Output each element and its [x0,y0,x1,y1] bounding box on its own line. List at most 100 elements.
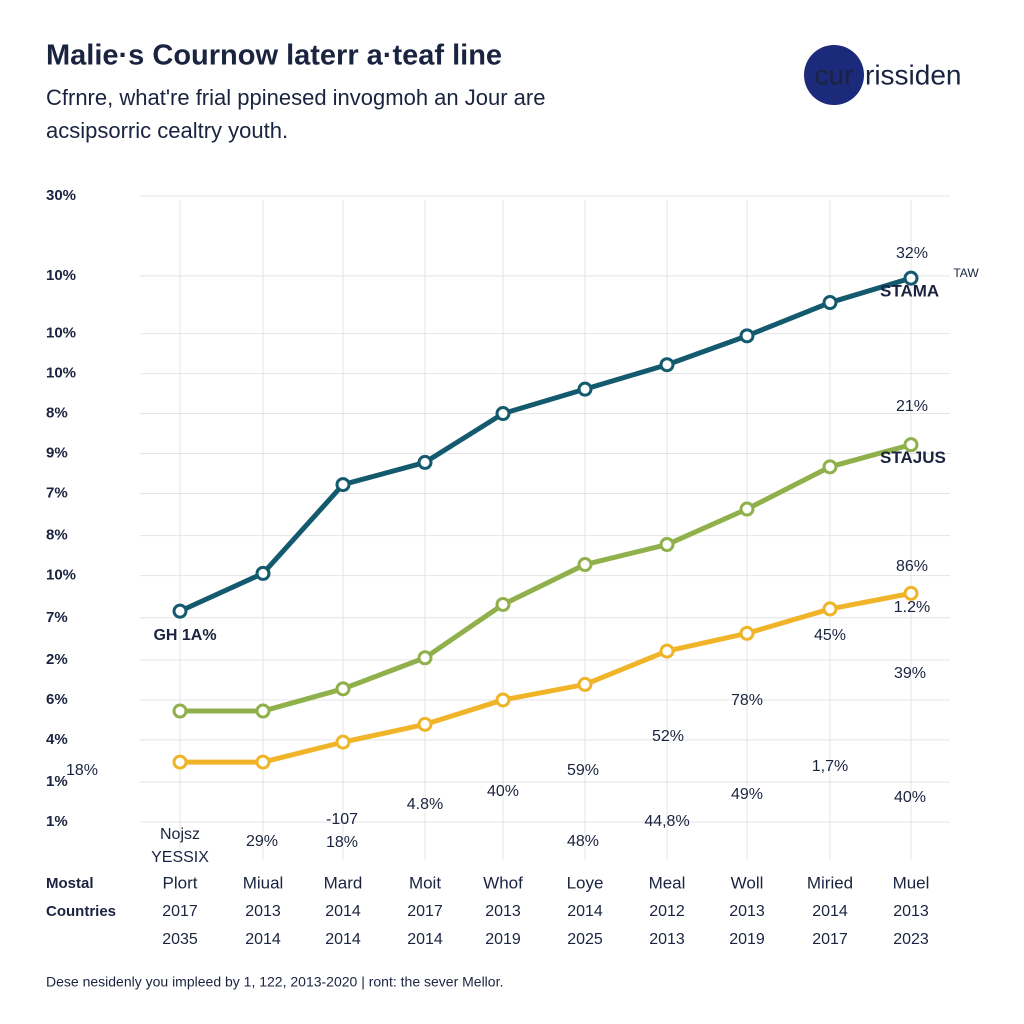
x-tick-year: 2014 [407,931,443,948]
point [255,565,271,581]
x-tick-label: Miried [807,873,853,892]
point [822,295,838,311]
x-tick-year: 2013 [245,903,281,920]
x-tick-label: Plort [163,873,198,892]
annotation: 4.8% [407,796,443,813]
point [903,585,919,601]
y-tick-label: 1% [46,773,68,790]
footer: Dese nesidenly you impleed by 1, 122, 20… [46,974,503,990]
x-tick-label: Loye [567,873,604,892]
point [577,381,593,397]
x-tick-label: Muel [893,873,930,892]
point [417,716,433,732]
point [495,692,511,708]
y-tick-label: 7% [46,609,68,626]
point [172,754,188,770]
annotation: 78% [731,692,763,709]
y-tick-label: 8% [46,527,68,544]
x-tick-year: 2013 [649,931,685,948]
annotation: 86% [896,558,928,575]
annotation: 59% [567,762,599,779]
x-tick-year: 2017 [162,903,198,920]
annotation: -107 [326,811,358,828]
x-tick-label: Mard [324,873,363,892]
y-tick-label: 10% [46,567,76,584]
x-tick-year: 2014 [567,903,603,920]
annotation: 1,7% [812,758,848,775]
legend-label: STAMA [880,282,939,301]
point [739,625,755,641]
y-tick-label: 10% [46,325,76,342]
point [255,703,271,719]
y-tick-label: 9% [46,444,68,461]
logo-text: rissiden [865,59,961,90]
point [495,596,511,612]
x-tick-year: 2014 [325,903,361,920]
series-line [180,442,912,714]
y-tick-label: 1% [46,813,68,830]
point [903,270,919,286]
point [739,501,755,517]
annotation: Nojsz [160,826,200,843]
annotation: 40% [487,783,519,800]
legend-label: STAJUS [880,448,946,467]
x-tick-year: 2019 [485,931,521,948]
annotation: TAW [953,266,979,280]
y-tick-label: 7% [46,484,68,501]
annotation: 39% [894,665,926,682]
series-line [178,275,912,614]
x-tick-label: Miual [243,873,284,892]
x-tick-year: 2013 [729,903,765,920]
point [739,328,755,344]
y-tick-label: 8% [46,405,68,422]
y-tick-label: 4% [46,731,68,748]
annotation: 40% [894,789,926,806]
series-line [180,590,912,765]
y-tick-label: 2% [46,651,68,668]
logo-circle [804,45,864,105]
point [577,557,593,573]
point [822,459,838,475]
point [172,603,188,619]
point [822,601,838,617]
x-tick-year: 2023 [893,931,929,948]
point [172,703,188,719]
annotation: 18% [326,834,358,851]
x-tick-year: 2013 [485,903,521,920]
annotation: 18% [66,762,98,779]
annotation: 32% [896,245,928,262]
logo-mark: cur [815,59,854,90]
x-tick-label: Whof [483,873,523,892]
x-tick-year: 2014 [245,931,281,948]
x-tick-label: Woll [731,873,764,892]
point [495,406,511,422]
point [659,357,675,373]
point [335,477,351,493]
point [577,676,593,692]
point [417,650,433,666]
x-tick-year: 2019 [729,931,765,948]
x-tick-label: Moit [409,873,441,892]
x-tick-year: 2014 [812,903,848,920]
x-tick-label: Meal [649,873,686,892]
annotation: 1.2% [894,599,930,616]
x-tick-year: 2012 [649,903,685,920]
point [659,537,675,553]
chart-title: Malie·s Cournow laterr a·teaf line [46,40,502,72]
row-header: Mostal [46,875,94,892]
x-tick-year: 2017 [812,931,848,948]
y-tick-label: 6% [46,691,68,708]
subtitle: acsipsorric cealtry youth. [46,118,288,143]
point [335,734,351,750]
y-tick-label: 30% [46,187,76,204]
subtitle: Cfrnre, what're frial ppinesed invogmoh … [46,85,545,110]
point [903,437,919,453]
annotation: YESSIX [151,849,209,866]
point [335,681,351,697]
point [417,454,433,470]
x-tick-year: 2013 [893,903,929,920]
annotation: 21% [896,398,928,415]
row-header: Countries [46,903,116,920]
point [659,643,675,659]
